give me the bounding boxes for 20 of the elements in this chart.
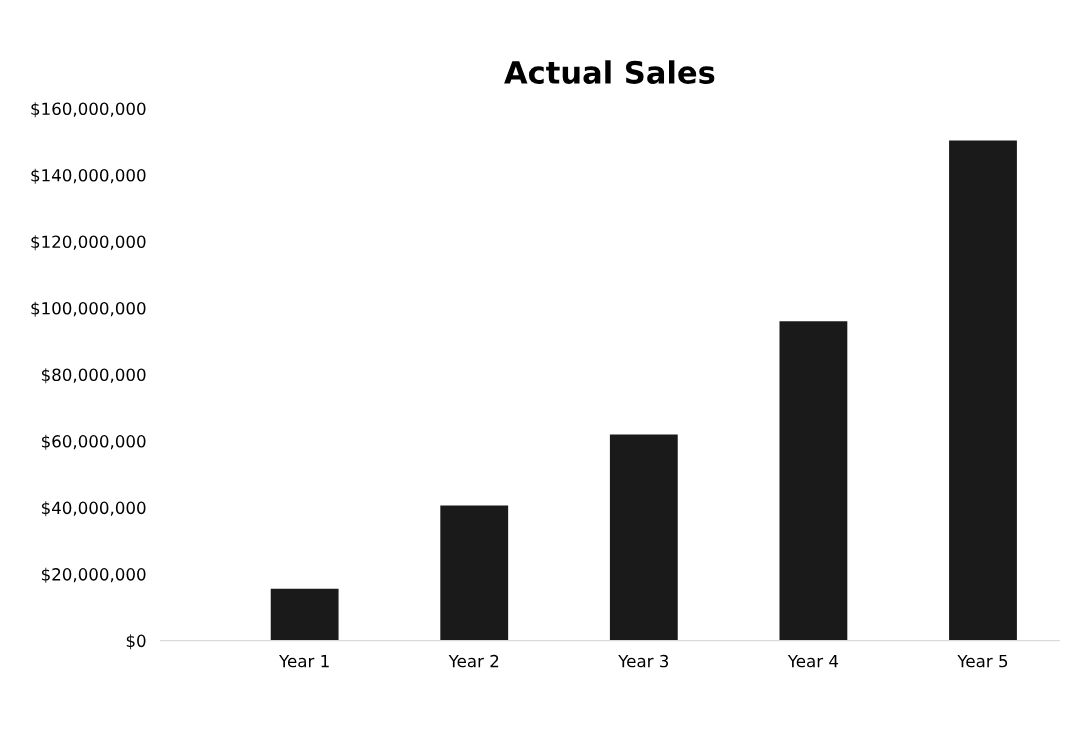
y-tick-label: $60,000,000 — [41, 434, 146, 450]
y-tick-label: $160,000,000 — [31, 102, 146, 118]
bar — [270, 588, 339, 641]
y-tick-label: $20,000,000 — [41, 567, 146, 583]
x-tick-label: Year 4 — [787, 654, 839, 668]
y-tick-label: $80,000,000 — [41, 368, 146, 384]
x-tick-label: Year 3 — [618, 654, 669, 668]
bar — [440, 505, 509, 641]
y-tick-label: $0 — [126, 634, 146, 650]
y-tick-label: $40,000,000 — [41, 501, 146, 517]
x-tick-label: Year 2 — [448, 654, 499, 668]
bar — [779, 321, 848, 641]
y-tick-label: $120,000,000 — [31, 235, 146, 251]
chart-title: Actual Sales — [504, 60, 715, 84]
y-tick-label: $140,000,000 — [31, 168, 146, 184]
bar — [949, 140, 1017, 641]
x-tick-label: Year 5 — [957, 654, 1008, 668]
x-tick-label: Year 1 — [279, 654, 329, 668]
y-tick-label: $100,000,000 — [31, 301, 146, 317]
bar — [609, 434, 678, 641]
